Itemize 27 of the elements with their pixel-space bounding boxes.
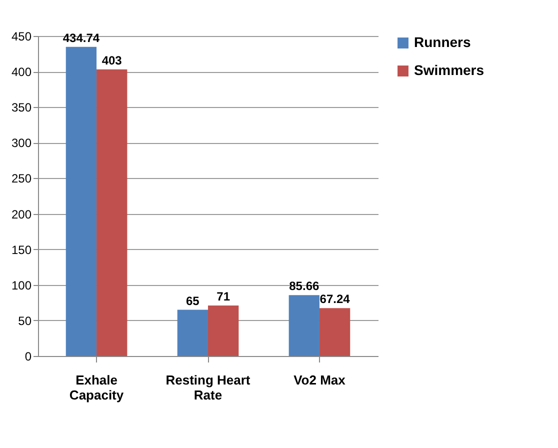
data-label: 67.24 xyxy=(320,292,350,306)
y-tick-label: 150 xyxy=(11,242,32,257)
legend-label: Swimmers xyxy=(414,62,484,78)
data-label: 85.66 xyxy=(289,279,320,294)
data-label: 71 xyxy=(216,290,230,304)
y-tick-label: 200 xyxy=(11,207,32,222)
data-label: 65 xyxy=(186,294,200,308)
bar xyxy=(208,306,239,356)
y-tick-label: 350 xyxy=(11,100,32,115)
legend-label: Runners xyxy=(414,34,471,50)
bar xyxy=(288,295,320,356)
y-tick-label: 300 xyxy=(11,136,32,150)
x-tick-label: Resting Heart Rate xyxy=(166,372,251,402)
y-tick-label: 250 xyxy=(11,172,32,186)
y-tick-label: 450 xyxy=(11,30,32,44)
bar xyxy=(96,69,128,356)
bar xyxy=(66,46,97,356)
y-tick-label: 100 xyxy=(11,278,32,292)
bar xyxy=(177,310,208,356)
x-tick-label: Vo2 Max xyxy=(294,372,346,388)
x-tick-label: Exhale Capacity xyxy=(69,372,124,402)
y-tick-label: 50 xyxy=(18,314,32,328)
y-tick-label: 0 xyxy=(24,350,32,364)
y-tick-label: 400 xyxy=(11,65,32,80)
data-label: 434.74 xyxy=(62,30,100,45)
bar xyxy=(319,308,350,356)
data-label: 403 xyxy=(102,53,122,68)
